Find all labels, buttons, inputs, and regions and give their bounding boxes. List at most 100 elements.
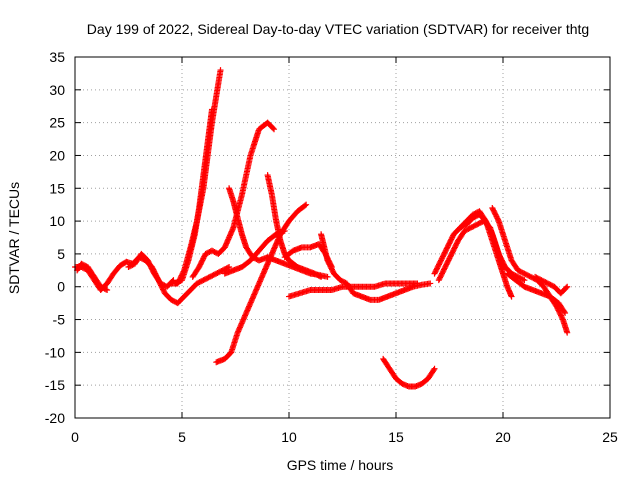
data-point bbox=[439, 270, 446, 277]
data-point bbox=[160, 287, 167, 294]
data-point bbox=[484, 222, 491, 229]
data-point bbox=[446, 256, 453, 263]
data-point bbox=[497, 253, 504, 260]
data-point bbox=[438, 256, 445, 263]
data-point bbox=[435, 277, 442, 284]
series-arc-5 bbox=[172, 106, 215, 287]
data-point bbox=[520, 276, 527, 283]
data-point bbox=[498, 257, 505, 264]
data-point bbox=[324, 257, 331, 264]
data-point bbox=[434, 264, 441, 271]
data-point bbox=[483, 219, 490, 226]
data-point bbox=[431, 365, 438, 372]
y-axis-label: SDTVAR / TECUs bbox=[6, 182, 22, 294]
data-point bbox=[438, 271, 445, 278]
y-tick-label: 0 bbox=[57, 279, 65, 295]
data-point bbox=[493, 212, 500, 219]
data-point bbox=[490, 207, 497, 214]
data-point bbox=[145, 258, 152, 265]
data-point bbox=[453, 241, 460, 248]
data-point bbox=[281, 227, 288, 234]
data-point bbox=[555, 307, 562, 314]
data-point bbox=[449, 248, 456, 255]
data-point bbox=[448, 250, 455, 257]
series-arc-19 bbox=[504, 270, 569, 316]
series-arc-13 bbox=[318, 231, 434, 303]
data-point bbox=[432, 269, 439, 276]
data-point bbox=[444, 258, 451, 265]
data-point bbox=[492, 211, 499, 218]
data-point bbox=[452, 243, 459, 250]
data-point bbox=[435, 262, 442, 269]
data-point bbox=[500, 260, 507, 267]
data-point bbox=[557, 311, 564, 318]
y-tick-label: -15 bbox=[45, 377, 65, 393]
data-point bbox=[196, 264, 203, 271]
data-point bbox=[437, 258, 444, 265]
data-point bbox=[499, 258, 506, 265]
data-point bbox=[445, 241, 452, 248]
data-point bbox=[200, 254, 207, 261]
data-point bbox=[453, 240, 460, 247]
data-point bbox=[328, 265, 335, 272]
data-point bbox=[488, 228, 495, 235]
data-point bbox=[201, 253, 208, 260]
y-tick-label: 30 bbox=[49, 82, 65, 98]
data-layer bbox=[72, 67, 571, 390]
data-point bbox=[443, 245, 450, 252]
data-point bbox=[270, 125, 277, 132]
y-tick-label: -20 bbox=[45, 410, 65, 426]
data-point bbox=[486, 224, 493, 231]
data-point bbox=[199, 256, 206, 263]
series-arc-3 bbox=[125, 250, 177, 290]
data-point bbox=[316, 273, 323, 280]
data-point bbox=[436, 260, 443, 267]
data-point bbox=[498, 256, 505, 263]
y-tick-label: -5 bbox=[53, 312, 66, 328]
data-point bbox=[444, 260, 451, 267]
data-point bbox=[556, 308, 563, 315]
data-point bbox=[451, 244, 458, 251]
data-point bbox=[448, 236, 455, 243]
data-point bbox=[494, 215, 501, 222]
y-tick-label: 15 bbox=[49, 180, 65, 196]
x-tick-label: 0 bbox=[71, 429, 79, 445]
tick-layer: 0 5 10 15 20 25 -20 -15 -10 -5 0 5 10 15 20 25 30 35 bbox=[45, 49, 618, 445]
data-point bbox=[497, 254, 504, 261]
data-point bbox=[442, 264, 449, 271]
data-point bbox=[437, 257, 444, 264]
data-point bbox=[442, 262, 449, 269]
data-point bbox=[144, 257, 151, 264]
data-point bbox=[302, 202, 309, 209]
data-point bbox=[199, 257, 206, 264]
data-point bbox=[487, 227, 494, 234]
data-point bbox=[430, 367, 437, 374]
data-point bbox=[447, 237, 454, 244]
y-tick-label: 35 bbox=[49, 49, 65, 65]
data-point bbox=[446, 239, 453, 246]
series-arc-2 bbox=[74, 260, 111, 294]
data-point bbox=[557, 312, 564, 319]
data-point bbox=[491, 210, 498, 217]
series-arc-10 bbox=[264, 172, 325, 280]
data-point bbox=[329, 266, 336, 273]
data-point bbox=[318, 273, 325, 280]
x-axis-label: GPS time / hours bbox=[287, 457, 394, 473]
data-point bbox=[443, 261, 450, 268]
data-point bbox=[440, 267, 447, 274]
data-point bbox=[441, 249, 448, 256]
data-point bbox=[303, 201, 310, 208]
data-point bbox=[102, 286, 109, 293]
series-arc-12 bbox=[286, 280, 421, 300]
x-tick-label: 20 bbox=[495, 429, 511, 445]
data-point bbox=[556, 309, 563, 316]
data-point bbox=[496, 252, 503, 259]
data-point bbox=[449, 233, 456, 240]
data-point bbox=[197, 261, 204, 268]
data-point bbox=[484, 220, 491, 227]
data-point bbox=[489, 206, 496, 213]
y-tick-label: -10 bbox=[45, 344, 65, 360]
data-point bbox=[432, 267, 439, 274]
data-point bbox=[149, 267, 156, 274]
